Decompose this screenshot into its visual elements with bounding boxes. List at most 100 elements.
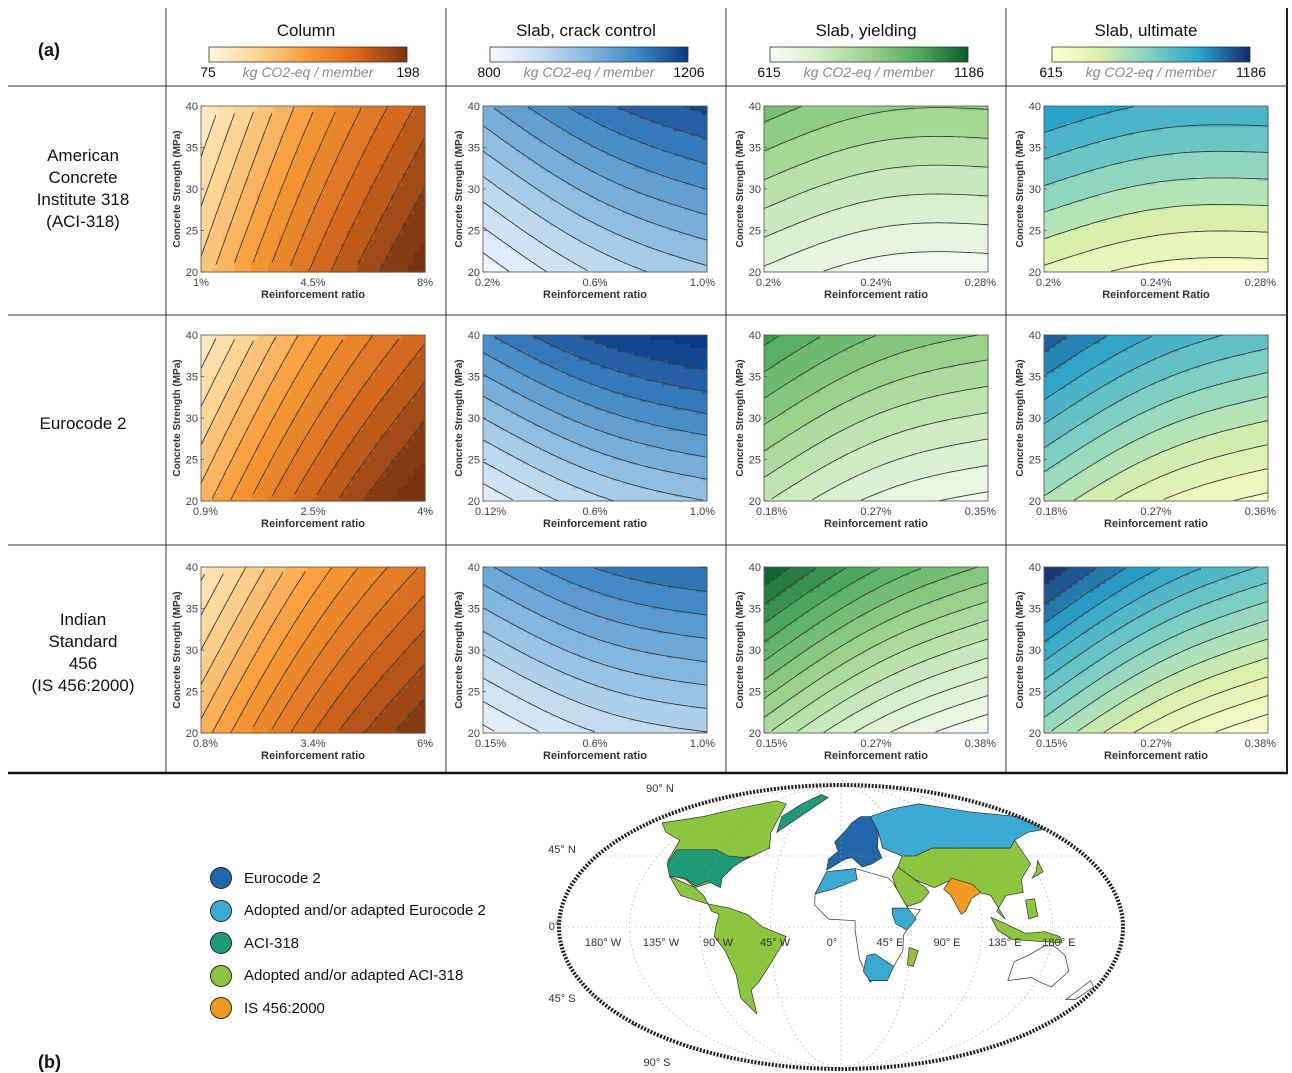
panel-a-label: (a)	[38, 40, 60, 60]
y-tick-label: 30	[186, 413, 198, 425]
colorbar-min-label: 800	[477, 64, 501, 80]
y-tick-label: 40	[749, 330, 761, 342]
panel-b-label: (b)	[38, 1052, 61, 1072]
x-tick-label: 0.24%	[1140, 277, 1171, 289]
y-tick-label: 35	[749, 604, 761, 616]
x-tick-label: 2.5%	[300, 506, 325, 518]
legend-swatch	[210, 932, 232, 954]
longitude-label: 180° E	[1042, 937, 1075, 949]
y-tick-label: 40	[749, 101, 761, 113]
x-tick-label: 0.15%	[1036, 738, 1067, 750]
y-tick-label: 25	[186, 687, 198, 699]
y-tick-label: 40	[1029, 101, 1041, 113]
y-tick-label: 35	[468, 604, 480, 616]
legend-label: Adopted and/or adapted Eurocode 2	[244, 902, 486, 919]
y-tick-label: 35	[186, 143, 198, 155]
colorbar-unit-label: kg CO2-eq / member	[524, 64, 656, 80]
y-tick-label: 30	[1029, 413, 1041, 425]
x-tick-label: 0.36%	[1245, 506, 1276, 518]
x-tick-label: 6%	[417, 738, 433, 750]
y-tick-label: 35	[186, 604, 198, 616]
y-tick-label: 35	[1029, 372, 1041, 384]
y-tick-label: 35	[468, 372, 480, 384]
x-axis-label: Reinforcement ratio	[543, 750, 647, 762]
y-tick-label: 40	[468, 101, 480, 113]
y-axis-label: Concrete Strength (MPa)	[1015, 591, 1026, 708]
x-tick-label: 0.38%	[965, 738, 996, 750]
y-tick-label: 25	[1029, 226, 1041, 238]
y-tick-label: 35	[1029, 604, 1041, 616]
y-tick-label: 40	[186, 330, 198, 342]
colorbar-max-label: 1206	[673, 64, 704, 80]
y-tick-label: 40	[468, 562, 480, 574]
y-tick-label: 25	[186, 455, 198, 467]
latitude-label: 90° S	[643, 1057, 670, 1069]
x-axis-label: Reinforcement ratio	[261, 750, 365, 762]
colorbar-unit-label: kg CO2-eq / member	[1086, 64, 1218, 80]
x-tick-label: 0.28%	[1245, 277, 1276, 289]
x-tick-label: 1.0%	[690, 506, 715, 518]
y-tick-label: 35	[468, 143, 480, 155]
column-title: Column	[277, 21, 336, 40]
y-axis-label: Concrete Strength (MPa)	[172, 130, 183, 247]
x-axis-label: Reinforcement Ratio	[1102, 289, 1210, 301]
latitude-label: 0°	[549, 921, 560, 933]
y-tick-label: 30	[1029, 645, 1041, 657]
legend-item: Adopted and/or adapted Eurocode 2	[210, 899, 486, 923]
x-tick-label: 0.38%	[1245, 738, 1276, 750]
colorbar	[490, 47, 688, 62]
longitude-label: 90° E	[933, 937, 960, 949]
x-tick-label: 0.27%	[1140, 506, 1171, 518]
longitude-label: 45° W	[760, 937, 791, 949]
row-label-line: Institute 318	[37, 190, 130, 209]
x-axis-label: Reinforcement ratio	[261, 289, 365, 301]
row-label-line: American	[47, 146, 119, 165]
row-label-line: Standard	[49, 632, 118, 651]
column-title: Slab, crack control	[516, 21, 656, 40]
y-tick-label: 35	[749, 143, 761, 155]
x-tick-label: 0.2%	[756, 277, 781, 289]
longitude-label: 0°	[827, 937, 838, 949]
x-tick-label: 0.27%	[1140, 738, 1171, 750]
y-axis-label: Concrete Strength (MPa)	[172, 359, 183, 476]
y-tick-label: 40	[186, 101, 198, 113]
x-axis-label: Reinforcement ratio	[543, 518, 647, 530]
longitude-label: 90° W	[703, 937, 734, 949]
legend-item: Eurocode 2	[210, 866, 321, 890]
y-axis-label: Concrete Strength (MPa)	[735, 359, 746, 476]
x-tick-label: 1%	[193, 277, 209, 289]
x-axis-label: Reinforcement ratio	[543, 289, 647, 301]
x-tick-label: 0.6%	[582, 277, 607, 289]
y-tick-label: 25	[186, 226, 198, 238]
longitude-label: 45° E	[876, 937, 903, 949]
latitude-label: 90° N	[646, 783, 674, 795]
x-axis-label: Reinforcement ratio	[824, 750, 928, 762]
legend-swatch	[210, 867, 232, 889]
y-tick-label: 40	[1029, 330, 1041, 342]
x-tick-label: 1.0%	[690, 738, 715, 750]
legend-item: ACI-318	[210, 931, 299, 955]
y-tick-label: 25	[749, 687, 761, 699]
y-tick-label: 35	[1029, 143, 1041, 155]
y-axis-label: Concrete Strength (MPa)	[735, 130, 746, 247]
x-tick-label: 0.12%	[475, 506, 506, 518]
y-tick-label: 30	[749, 645, 761, 657]
y-tick-label: 40	[186, 562, 198, 574]
longitude-label: 180° W	[585, 937, 622, 949]
colorbar-min-label: 615	[757, 64, 781, 80]
colorbar-max-label: 1186	[954, 64, 984, 80]
y-axis-label: Concrete Strength (MPa)	[1015, 130, 1026, 247]
column-title: Slab, ultimate	[1095, 21, 1198, 40]
colorbar-unit-label: kg CO2-eq / member	[804, 64, 936, 80]
legend-label: ACI-318	[244, 935, 299, 952]
row-label-line: 456	[69, 654, 97, 673]
